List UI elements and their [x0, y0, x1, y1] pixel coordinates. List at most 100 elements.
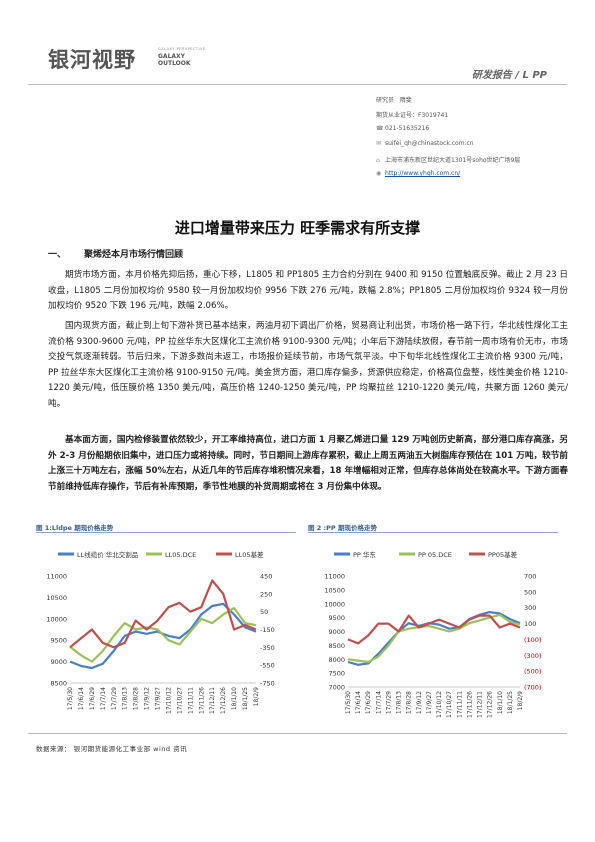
x-tick-12: 17/11/26: [198, 687, 205, 714]
series-line-1: [69, 606, 257, 663]
x-tick-8: 17/9/27: [426, 691, 433, 714]
y-left-tick-1: 9000: [50, 658, 67, 666]
y-right-tick-1: (500): [524, 668, 541, 676]
y-left-tick-7: 10500: [324, 586, 345, 594]
y-right-tick-3: -150: [260, 626, 275, 634]
y-left-tick-0: 7000: [328, 684, 345, 692]
x-tick-13: 17/12/11: [209, 687, 216, 714]
y-right-tick-0: (700): [524, 684, 541, 692]
x-tick-9: 17/10/12: [165, 687, 172, 714]
pp-chart: PP 华东 PP 05.DCE PP05基差 7000 7500 8000 8500 9000…: [324, 550, 541, 718]
y-right-tick-3: (100): [524, 636, 541, 644]
y-left-tick-3: 8500: [328, 642, 345, 650]
x-tick-16: 18/1/25: [507, 691, 514, 714]
x-tick-0: 17/5/30: [67, 687, 74, 710]
figure-2-rule: [308, 532, 558, 533]
y-left-tick-2: 8000: [328, 656, 345, 664]
analyst-name: 隋斐: [399, 97, 412, 104]
paragraph-spot: 国内现货方面，截止到上旬下游补货已基本结束，两油月初下调出厂价格，贸易商让利出货…: [48, 321, 568, 409]
web-icon: ◉: [376, 170, 382, 177]
x-tick-13: 17/12/11: [477, 691, 484, 718]
analyst-email: ✉ suifei_qh@chinastock.com.cn: [376, 140, 474, 147]
y-right-tick-4: 50: [260, 608, 268, 616]
email-icon: ✉: [376, 140, 382, 147]
x-tick-4: 17/7/29: [385, 691, 392, 714]
y-right-tick-6: 500: [524, 588, 536, 596]
analyst-website: ◉ http://www.yhqh.com.cn/: [376, 170, 460, 177]
lldpe-chart: LL线缆价 华北交割品 LL05.DCE LL05基差 8500 9000 9500 100…: [46, 550, 275, 714]
y-left-tick-2: 9500: [50, 637, 67, 645]
x-tick-5: 17/8/13: [396, 691, 403, 714]
y-right-tick-5: 250: [260, 590, 272, 598]
paragraph-fundamentals: 基本面方面，国内检修装置依然较少，开工率维持高位，进口方面 1 月聚乙烯进口量 …: [48, 435, 568, 492]
legend-label-2: LL05基差: [235, 550, 264, 559]
analyst-address: ⌂ 上海市浦东新区世纪大道1301号soho世纪广场9层: [376, 157, 521, 164]
x-tick-6: 17/8/28: [406, 691, 413, 714]
y-right-tick-4: 100: [524, 620, 536, 628]
series-line-2: [69, 579, 257, 649]
y-left-tick-4: 10500: [46, 594, 67, 602]
x-tick-1: 17/6/14: [78, 687, 85, 710]
y-left-tick-4: 9000: [328, 628, 345, 636]
series-line-0: [347, 610, 521, 666]
x-tick-2: 17/6/29: [89, 687, 96, 710]
data-source: 数据来源： 银河期货能源化工事业部 wind 资讯: [36, 745, 188, 753]
legend-label-0: PP 华东: [353, 550, 376, 559]
x-tick-14: 17/12/26: [220, 687, 227, 714]
x-tick-4: 17/7/29: [111, 687, 118, 710]
figure-2-title: 图 2 :PP 期现价格走势: [308, 524, 377, 532]
logo-english: GALAXY PERSPECTIVE GALAXY OUTLOOK: [158, 47, 206, 67]
analyst-cert: 期货从业证号：F3019741: [376, 112, 449, 119]
x-tick-10: 17/10/27: [176, 687, 183, 714]
y-right-tick-2: (300): [524, 652, 541, 660]
y-left-tick-6: 10000: [324, 600, 345, 608]
website-link[interactable]: http://www.yhqh.com.cn/: [385, 170, 461, 177]
paragraph-futures: 期货市场方面，本月价格先抑后扬，重心下移，L1805 和 PP1805 主力合约…: [48, 270, 568, 312]
x-tick-8: 17/9/27: [155, 687, 162, 710]
legend-label-1: LL05.DCE: [165, 551, 196, 559]
logo-text: 银河视野: [48, 48, 136, 72]
legend-label-0: LL线缆价 华北交割品: [77, 550, 138, 559]
legend-label-2: PP05基差: [488, 550, 518, 559]
report-title: 进口增量带来压力 旺季需求有所支撑: [174, 219, 421, 237]
x-tick-7: 17/9/12: [144, 687, 151, 710]
y-left-tick-5: 11000: [46, 573, 67, 581]
y-left-tick-1: 7500: [328, 670, 345, 678]
x-tick-17: 18/2/9: [517, 691, 524, 710]
y-left-tick-5: 9500: [328, 614, 345, 622]
phone-icon: ☎: [376, 125, 384, 132]
x-tick-1: 17/6/14: [355, 691, 362, 714]
x-tick-3: 17/7/14: [375, 691, 382, 714]
x-tick-15: 18/1/10: [231, 687, 238, 710]
analyst-role: 研究员 隋斐: [376, 97, 412, 104]
figure-1-rule: [36, 532, 296, 533]
x-tick-2: 17/6/29: [365, 691, 372, 714]
x-tick-12: 17/11/26: [466, 691, 473, 718]
y-left-tick-0: 8500: [50, 680, 67, 688]
y-right-tick-7: 700: [524, 573, 536, 581]
x-tick-0: 17/5/30: [345, 691, 352, 714]
series-line-2: [347, 614, 521, 645]
x-tick-6: 17/8/28: [133, 687, 140, 710]
x-tick-3: 17/7/14: [100, 687, 107, 710]
y-right-tick-1: -550: [260, 662, 275, 670]
y-right-tick-5: 300: [524, 604, 536, 612]
x-tick-11: 17/11/11: [187, 687, 194, 714]
address-icon: ⌂: [376, 157, 380, 164]
x-tick-17: 18/2/9: [253, 687, 260, 706]
figure-1-title: 图 1:Lldpe 期现价格走势: [36, 524, 114, 532]
y-left-tick-8: 11000: [324, 573, 345, 581]
x-tick-16: 18/1/25: [242, 687, 249, 710]
x-tick-5: 17/8/13: [122, 687, 129, 710]
y-right-tick-6: 450: [260, 573, 272, 581]
y-right-tick-0: -750: [260, 680, 275, 688]
analyst-phone: ☎ 021-51635216: [376, 125, 430, 132]
y-left-tick-3: 10000: [46, 615, 67, 623]
x-tick-7: 17/9/12: [416, 691, 423, 714]
header-divider: [28, 84, 567, 85]
section-heading: 一、 聚烯烃本月市场行情回顾: [48, 250, 184, 260]
x-tick-9: 17/10/12: [436, 691, 443, 718]
x-tick-11: 17/11/11: [456, 691, 463, 718]
y-right-tick-2: -350: [260, 644, 275, 652]
x-tick-10: 17/10/27: [446, 691, 453, 718]
